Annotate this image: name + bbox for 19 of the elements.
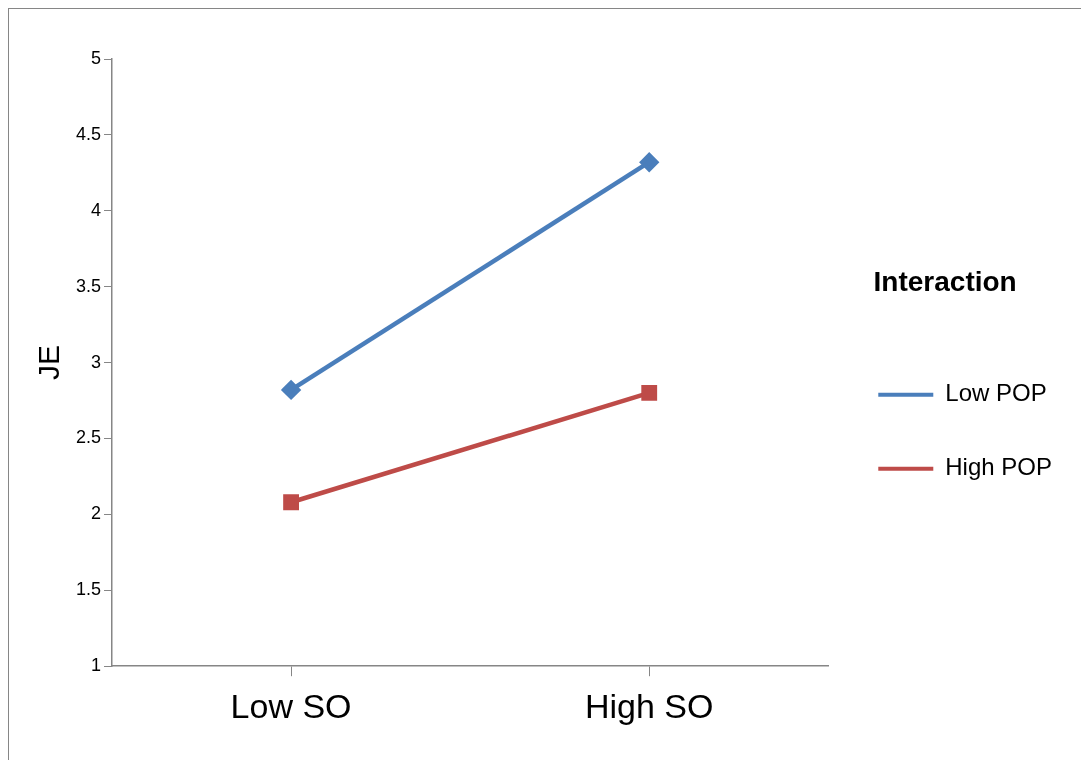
y-tick-label: 2.5 bbox=[75, 427, 102, 448]
y-tick-label: 1 bbox=[91, 655, 102, 676]
legend-label: Low POP bbox=[945, 379, 1047, 407]
legend-label: High POP bbox=[945, 453, 1053, 481]
point bbox=[639, 152, 659, 172]
y-tick-label: 2 bbox=[91, 503, 102, 524]
legend-title: Interaction bbox=[873, 265, 1017, 297]
y-tick-label: 3 bbox=[91, 351, 102, 372]
point bbox=[641, 385, 658, 401]
y-tick-label: 4.5 bbox=[75, 123, 102, 144]
y-axis-title: JE bbox=[32, 345, 66, 381]
point bbox=[283, 494, 299, 511]
y-tick-label: 1.5 bbox=[75, 579, 102, 600]
x-tick-label: Low SO bbox=[230, 686, 352, 725]
y-tick-label: 5 bbox=[91, 47, 102, 68]
y-tick-label: 3.5 bbox=[75, 275, 102, 296]
y-tick-label: 4 bbox=[91, 199, 102, 220]
point bbox=[281, 380, 301, 400]
x-tick-label: High SO bbox=[584, 686, 714, 725]
